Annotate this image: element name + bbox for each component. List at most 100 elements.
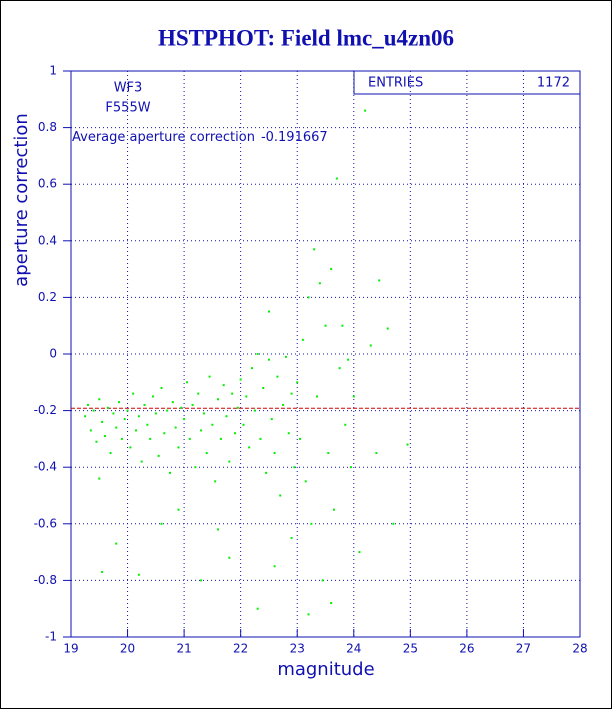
point (86, 403, 89, 406)
point (347, 358, 350, 361)
point (318, 282, 321, 285)
point (279, 494, 282, 497)
point (152, 395, 155, 398)
point (304, 480, 307, 483)
x-tick-label: 28 (572, 642, 587, 656)
point (262, 386, 265, 389)
point (335, 177, 338, 180)
point (253, 409, 256, 412)
stats-value: 1172 (537, 76, 570, 91)
point (208, 375, 211, 378)
point (103, 435, 106, 438)
x-tick-label: 24 (346, 642, 361, 656)
x-tick-label: 20 (120, 642, 135, 656)
point (406, 443, 409, 446)
point (222, 384, 225, 387)
x-tick-label: 27 (516, 642, 531, 656)
point (349, 466, 352, 469)
point (180, 406, 183, 409)
point (191, 403, 194, 406)
point (112, 412, 115, 415)
point (101, 570, 104, 573)
point (123, 418, 126, 421)
point (217, 528, 220, 531)
y-tick-label: 0.8 (38, 120, 57, 134)
point (378, 279, 381, 282)
point (301, 338, 304, 341)
point (202, 412, 205, 415)
point (265, 471, 268, 474)
x-axis-label: magnitude (277, 659, 374, 680)
point (166, 409, 169, 412)
point (369, 344, 372, 347)
point (313, 248, 316, 251)
point (270, 418, 273, 421)
point (183, 418, 186, 421)
point (276, 375, 279, 378)
point (211, 423, 214, 426)
point (338, 367, 341, 370)
point (188, 437, 191, 440)
point (95, 440, 98, 443)
point (358, 551, 361, 554)
point (219, 437, 222, 440)
point (239, 378, 242, 381)
average-annotation: Average aperture correction -0.191667 (72, 130, 328, 145)
chart-title: HSTPHOT: Field lmc_u4zn06 (158, 25, 454, 50)
y-tick-label: -1 (45, 630, 57, 644)
point (132, 392, 135, 395)
point (267, 358, 270, 361)
point (287, 432, 290, 435)
stats-label: ENTRIES (368, 76, 423, 91)
point (126, 409, 129, 412)
y-axis-label: aperture correction (11, 113, 32, 287)
point (330, 268, 333, 271)
point (171, 401, 174, 404)
point (84, 415, 87, 418)
point (293, 466, 296, 469)
point (109, 452, 112, 455)
plot-frame (70, 70, 581, 638)
point (290, 536, 293, 539)
point (146, 423, 149, 426)
x-tick-label: 26 (459, 642, 474, 656)
point (273, 565, 276, 568)
point (160, 386, 163, 389)
point (225, 415, 228, 418)
y-tick-label: 0 (49, 347, 57, 361)
point (200, 579, 203, 582)
x-tick-label: 19 (63, 642, 78, 656)
point (160, 522, 163, 525)
point (185, 381, 188, 384)
point (327, 452, 330, 455)
point (98, 398, 101, 401)
point (290, 392, 293, 395)
y-tick-label: -0.4 (34, 460, 57, 474)
point (149, 437, 152, 440)
point (168, 471, 171, 474)
point (115, 542, 118, 545)
y-tick-label: -0.6 (34, 516, 57, 530)
point (129, 446, 132, 449)
point (284, 355, 287, 358)
point (135, 429, 138, 432)
point (137, 573, 140, 576)
point (352, 395, 355, 398)
point (89, 429, 92, 432)
point (194, 466, 197, 469)
point (163, 432, 166, 435)
point (157, 454, 160, 457)
annotation: F555W (105, 101, 150, 116)
point (273, 452, 276, 455)
point (115, 426, 118, 429)
x-tick-label: 25 (403, 642, 418, 656)
point (256, 353, 259, 355)
point (299, 437, 302, 440)
x-tick-label: 21 (176, 642, 191, 656)
average-value: -0.191667 (261, 130, 328, 145)
point (118, 401, 121, 404)
point (341, 324, 344, 327)
